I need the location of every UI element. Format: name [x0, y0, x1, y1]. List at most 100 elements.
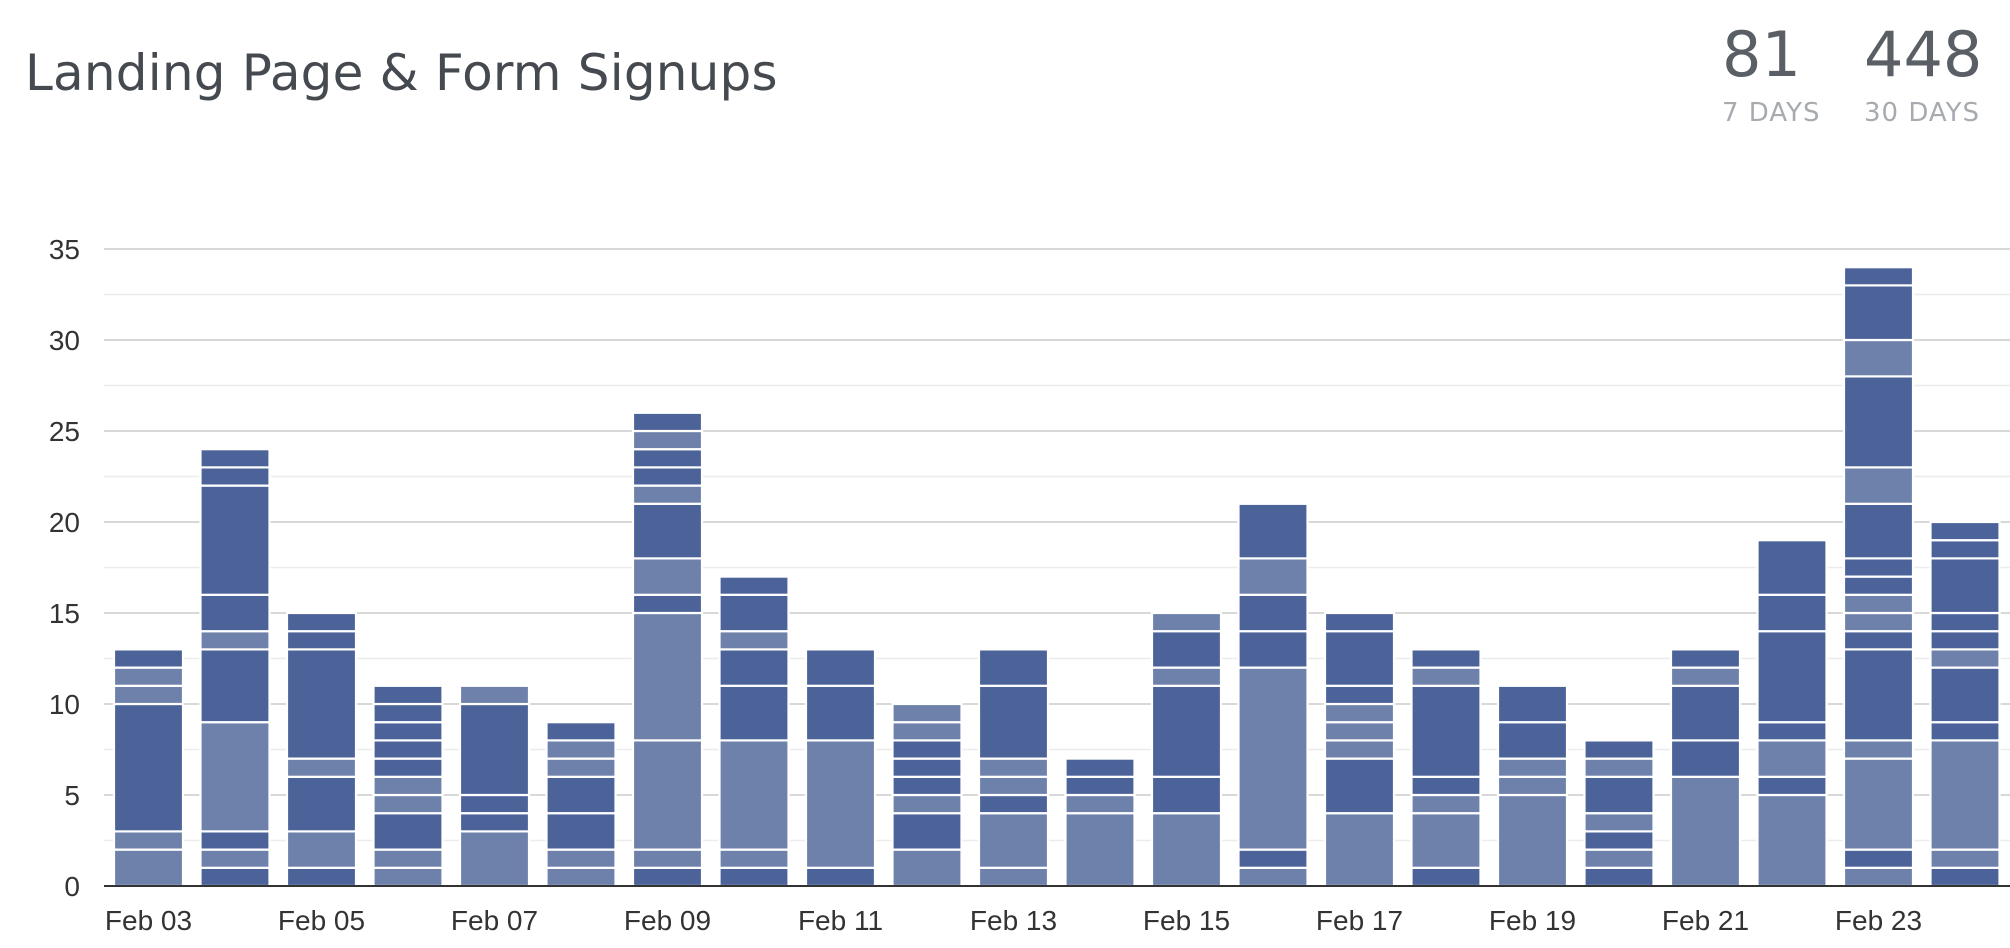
bar-segment [199, 466, 271, 487]
bar-segment [458, 684, 531, 706]
bar-segment [1323, 812, 1396, 888]
page-title: Landing Page & Form Signups [25, 44, 778, 102]
bar-segment [458, 702, 531, 797]
bar-segment [1410, 775, 1482, 797]
bar-segment [458, 812, 531, 833]
bar-feb-15 [1150, 611, 1223, 888]
bar-segment [372, 793, 444, 815]
bar-segment [1756, 721, 1828, 742]
bar-segment [1842, 375, 1915, 469]
bar-segment [372, 684, 444, 706]
bar-segment [1064, 793, 1136, 815]
bar-segment [1583, 775, 1655, 815]
bar-segment [1756, 593, 1828, 633]
bar-segment [1410, 812, 1482, 869]
bar-segment [1842, 648, 1915, 742]
bar-segment [718, 593, 790, 633]
bar-segment [1150, 684, 1223, 778]
x-tick-label: Feb 23 [1835, 905, 1922, 936]
bar-segment [1842, 848, 1915, 869]
bar-segment [631, 866, 704, 888]
bar-segment [1929, 539, 2001, 560]
bar-segment [1583, 830, 1655, 851]
bar-feb-03 [112, 648, 185, 888]
bar-segment [1237, 557, 1309, 596]
bar-feb-24 [1929, 520, 2001, 888]
bar-segment [112, 684, 185, 706]
bar-segment [631, 739, 704, 851]
bar-segment [804, 648, 877, 687]
bar-segment [977, 648, 1050, 687]
y-tick-label: 10 [49, 689, 80, 720]
bar-segment [1323, 702, 1396, 724]
bar-segment [1237, 666, 1309, 851]
x-tick-label: Feb 13 [970, 905, 1057, 936]
bar-segment [1150, 666, 1223, 687]
bar-segment [199, 648, 271, 724]
bar-segment [112, 648, 185, 669]
bar-feb-10 [718, 575, 790, 888]
bar-segment [1929, 848, 2001, 869]
bar-segment [1929, 557, 2001, 615]
bar-segment [718, 739, 790, 851]
bar-segment [1323, 630, 1396, 687]
y-tick-label: 20 [49, 507, 80, 538]
bar-segment [1756, 630, 1828, 724]
bar-segment [1410, 866, 1482, 888]
bar-segment [1669, 648, 1742, 669]
bar-segment [804, 684, 877, 742]
stat-7-days-value: 81 [1722, 18, 1801, 91]
bar-segment [545, 812, 617, 851]
bar-feb-08 [545, 721, 617, 888]
bar-segment [1064, 757, 1136, 778]
bar-segment [1929, 666, 2001, 724]
bar-segment [891, 848, 963, 888]
bar-segment [1842, 630, 1915, 651]
bar-segment [1323, 611, 1396, 633]
y-tick-label: 35 [49, 234, 80, 265]
bar-segment [1669, 666, 1742, 687]
bar-segment [545, 739, 617, 760]
bar-feb-12 [891, 702, 963, 888]
bar-segment [285, 611, 358, 633]
bar-segment [1583, 866, 1655, 888]
bar-segment [112, 702, 185, 833]
bar-segment [199, 866, 271, 888]
bar-segment [1842, 757, 1915, 851]
bar-segment [1842, 466, 1915, 505]
bar-segment [631, 411, 704, 433]
bar-segment [1496, 775, 1569, 797]
bar-segment [631, 484, 704, 505]
bar-segment [1756, 775, 1828, 797]
bar-feb-11 [804, 648, 877, 888]
bar-segment [1669, 739, 1742, 778]
bar-segment [1237, 866, 1309, 888]
bar-segment [977, 757, 1050, 778]
bar-segment [804, 739, 877, 869]
bar-segment [1842, 866, 1915, 888]
bar-segment [285, 757, 358, 778]
bar-segment [285, 866, 358, 888]
x-tick-label: Feb 21 [1662, 905, 1749, 936]
bar-segment [1842, 611, 1915, 633]
bar-feb-05 [285, 611, 358, 888]
bar-segment [1410, 666, 1482, 687]
bar-segment [804, 866, 877, 888]
bar-segment [1496, 757, 1569, 778]
bar-segment [1150, 775, 1223, 815]
bar-segment [1237, 502, 1309, 560]
x-tick-label: Feb 11 [798, 905, 883, 936]
bar-segment [199, 448, 271, 469]
bar-feb-20 [1583, 739, 1655, 888]
bar-feb-14 [1064, 757, 1136, 888]
bar-segment [1929, 648, 2001, 669]
bar-segment [891, 812, 963, 851]
bar-segment [891, 721, 963, 742]
bar-segment [285, 648, 358, 760]
bar-segment [891, 739, 963, 760]
bar-segment [1323, 684, 1396, 706]
bar-segment [1323, 757, 1396, 815]
bar-segment [1237, 593, 1309, 633]
bar-feb-06 [372, 684, 444, 888]
